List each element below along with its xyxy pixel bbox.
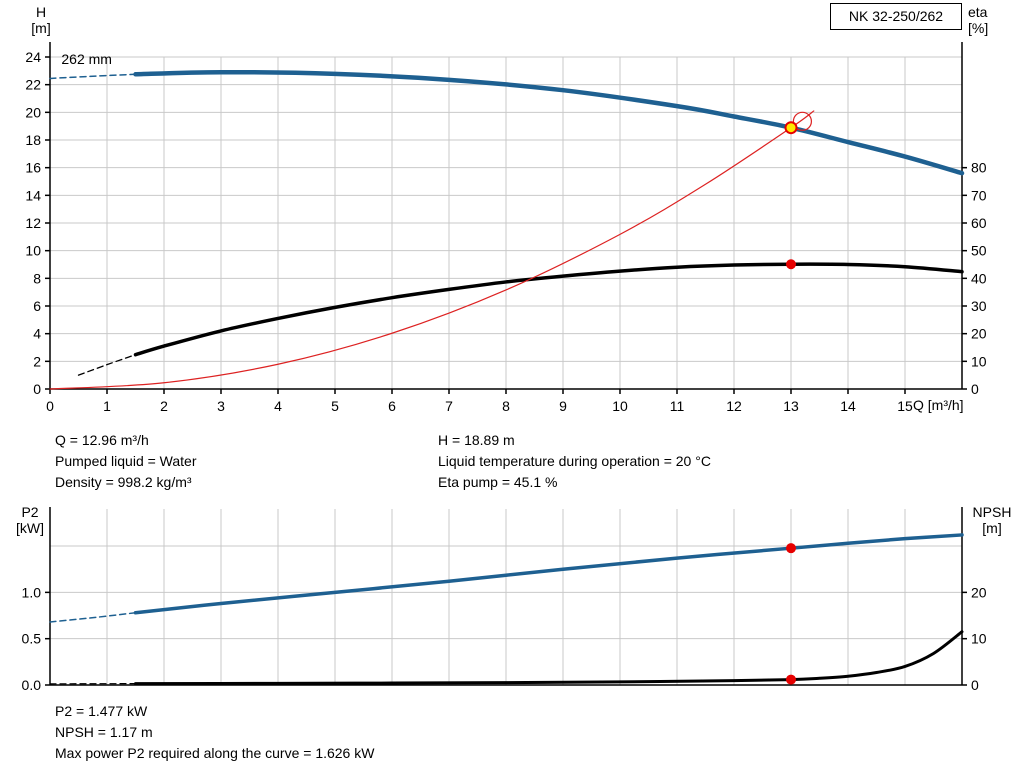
eta-point xyxy=(786,259,796,270)
y-left-tick-label: 8 xyxy=(33,270,41,286)
npsh-point xyxy=(786,674,796,685)
x-tick-label: 6 xyxy=(388,398,396,414)
x-axis-title: Q [m³/h] xyxy=(913,397,964,413)
y-left-tick-label: 20 xyxy=(25,104,41,120)
p2-point xyxy=(786,543,796,554)
y-right-tick-label: 60 xyxy=(971,215,987,231)
h-axis-title-line1: H xyxy=(35,4,47,20)
x-tick-label: 1 xyxy=(103,398,111,414)
info-p2: P2 = 1.477 kW xyxy=(55,703,148,719)
eta-axis-title-line2: [%] xyxy=(968,20,989,36)
y-left-tick-label: 1.0 xyxy=(22,584,42,600)
y-left-tick-label: 0 xyxy=(33,381,41,397)
npsh-curve xyxy=(134,630,964,686)
y-right-tick-label: 20 xyxy=(971,584,987,600)
y-left-tick-label: 0.5 xyxy=(22,631,42,647)
y-left-tick-label: 10 xyxy=(25,243,41,259)
y-right-tick-label: 0 xyxy=(971,381,979,397)
y-right-tick-label: 10 xyxy=(971,353,987,369)
npsh-axis-title-line1: NPSH xyxy=(972,504,1012,520)
x-tick-label: 8 xyxy=(502,398,510,414)
x-tick-label: 15 xyxy=(897,398,913,414)
duty-point xyxy=(784,121,798,135)
head-curve-dashed xyxy=(49,73,137,80)
p2-axis-title-line1: P2 xyxy=(21,504,39,520)
p2-curve xyxy=(133,533,964,615)
x-tick-label: 5 xyxy=(331,398,339,414)
info-npsh: NPSH = 1.17 m xyxy=(55,724,153,740)
info-pumped-liquid: Pumped liquid = Water xyxy=(55,453,197,469)
y-right-tick-label: 80 xyxy=(971,160,987,176)
y-left-tick-label: 4 xyxy=(33,326,41,342)
y-right-tick-label: 40 xyxy=(971,270,987,286)
y-right-tick-label: 30 xyxy=(971,298,987,314)
y-left-tick-label: 2 xyxy=(33,353,41,369)
p2-axis-title: P2 [kW] xyxy=(8,504,52,536)
y-left-tick-label: 16 xyxy=(25,160,41,176)
p2-axis-title-line2: [kW] xyxy=(16,520,44,536)
info-density: Density = 998.2 kg/m³ xyxy=(55,474,192,490)
info-liquid-temperature: Liquid temperature during operation = 20… xyxy=(438,453,711,469)
x-tick-label: 14 xyxy=(840,398,856,414)
eta-curve xyxy=(133,262,964,357)
eta-curve-dashed xyxy=(77,354,137,376)
x-tick-label: 11 xyxy=(670,398,685,414)
y-left-tick-label: 14 xyxy=(25,187,41,203)
info-h: H = 18.89 m xyxy=(438,432,515,448)
y-right-tick-label: 10 xyxy=(971,631,987,647)
eta-axis-title: eta [%] xyxy=(968,4,1020,36)
y-left-tick-label: 22 xyxy=(25,77,41,93)
y-right-tick-label: 20 xyxy=(971,326,987,342)
y-left-tick-label: 0.0 xyxy=(22,677,42,693)
x-tick-label: 10 xyxy=(612,398,628,414)
y-left-tick-label: 18 xyxy=(25,132,41,148)
y-right-tick-label: 70 xyxy=(971,187,987,203)
x-tick-label: 0 xyxy=(46,398,54,414)
operating-point-info-left: Q = 12.96 m³/h Pumped liquid = Water Den… xyxy=(55,430,197,493)
y-right-tick-label: 0 xyxy=(971,677,979,693)
x-tick-label: 13 xyxy=(783,398,799,414)
h-axis-title-line2: [m] xyxy=(31,20,51,36)
x-tick-label: 12 xyxy=(726,398,742,414)
power-npsh-info: P2 = 1.477 kW NPSH = 1.17 m Max power P2… xyxy=(55,701,374,764)
npsh-axis-title: NPSH [m] xyxy=(966,504,1018,536)
head-curve-262mm xyxy=(133,69,965,176)
operating-point-info-right: H = 18.89 m Liquid temperature during op… xyxy=(438,430,711,493)
system-curve-end-circle xyxy=(792,111,813,131)
y-left-tick-label: 12 xyxy=(25,215,41,231)
p2-curve-dashed xyxy=(49,611,137,623)
y-right-tick-label: 50 xyxy=(971,243,987,259)
info-q: Q = 12.96 m³/h xyxy=(55,432,149,448)
info-eta-pump: Eta pump = 45.1 % xyxy=(438,474,558,490)
x-tick-label: 7 xyxy=(445,398,453,414)
x-tick-label: 2 xyxy=(160,398,168,414)
pump-model-badge: NK 32-250/262 xyxy=(830,3,962,30)
y-left-tick-label: 6 xyxy=(33,298,41,314)
h-axis-title: H [m] xyxy=(20,4,62,36)
system-curve xyxy=(49,110,815,390)
curve-annotation: 262 mm xyxy=(61,51,112,67)
info-max-power: Max power P2 required along the curve = … xyxy=(55,745,375,761)
x-tick-label: 9 xyxy=(559,398,567,414)
x-tick-label: 3 xyxy=(217,398,225,414)
npsh-axis-title-line2: [m] xyxy=(982,520,1002,536)
p2-npsh-chart: 0.0 0.5 1.0 0 10 20 xyxy=(22,507,987,693)
eta-axis-title-line1: eta xyxy=(968,4,988,20)
y-left-tick-label: 24 xyxy=(25,49,41,65)
x-tick-label: 4 xyxy=(274,398,282,414)
